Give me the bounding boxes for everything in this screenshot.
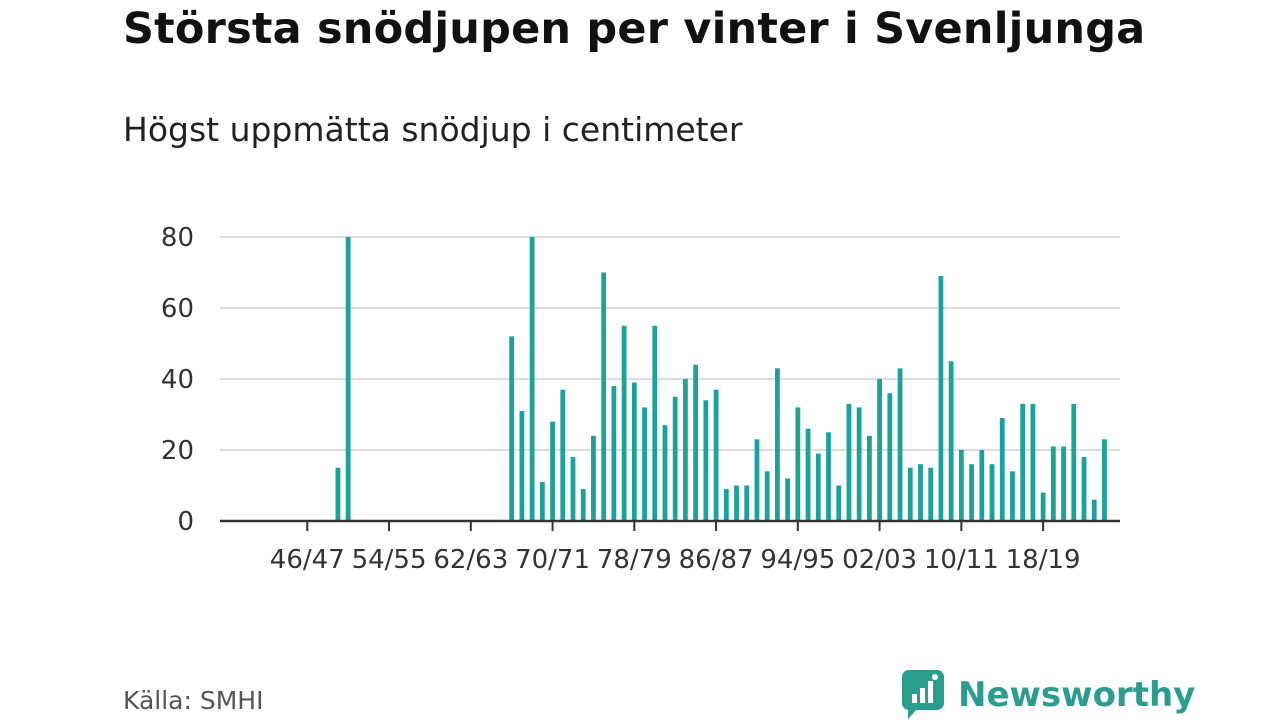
bar — [989, 464, 995, 521]
bar — [918, 464, 923, 521]
bar — [1030, 403, 1036, 521]
bar — [539, 481, 545, 521]
bar — [683, 379, 688, 521]
x-tick-label: 54/55 — [352, 545, 427, 575]
bar — [672, 396, 678, 521]
bar — [642, 407, 647, 521]
bar — [979, 450, 985, 521]
brand-logo: Newsworthy — [902, 670, 1195, 720]
bar — [948, 361, 954, 521]
bar — [631, 382, 637, 521]
bar — [1102, 439, 1107, 521]
x-tick-label: 10/11 — [924, 545, 999, 575]
bar — [877, 379, 882, 521]
bar — [785, 478, 791, 521]
x-tick-label: 02/03 — [842, 545, 917, 575]
bar — [775, 368, 780, 521]
bar — [1071, 403, 1077, 521]
bar — [335, 467, 341, 521]
newsworthy-logo-icon — [902, 670, 944, 719]
chart-subtitle: Högst uppmätta snödjup i centimeter — [123, 110, 743, 149]
bar — [754, 439, 760, 521]
bar — [795, 407, 801, 521]
bar — [856, 407, 862, 521]
y-tick-label: 20 — [161, 436, 194, 466]
bar — [836, 485, 842, 521]
bar — [621, 325, 627, 521]
x-tick-label: 70/71 — [515, 545, 590, 575]
bar — [999, 418, 1005, 521]
bar — [345, 237, 351, 521]
bar — [560, 389, 566, 521]
bar — [591, 435, 596, 521]
bar — [1040, 492, 1046, 521]
bar — [897, 368, 903, 521]
bar — [1050, 446, 1056, 521]
bar — [764, 471, 770, 521]
bar — [1010, 471, 1015, 521]
bar — [580, 489, 586, 521]
bar — [529, 237, 535, 521]
bar — [969, 464, 974, 521]
x-tick-label: 78/79 — [597, 545, 672, 575]
brand-name: Newsworthy — [958, 675, 1196, 715]
bar — [846, 403, 852, 521]
x-tick-label: 94/95 — [760, 545, 835, 575]
bar — [652, 325, 658, 521]
bar — [887, 393, 893, 521]
bar — [611, 386, 617, 521]
bar — [550, 421, 555, 521]
bar — [1020, 403, 1026, 521]
bar — [815, 453, 821, 521]
bar — [805, 428, 811, 521]
y-tick-label: 0 — [177, 507, 194, 537]
bar — [734, 485, 739, 521]
x-tick-label: 18/19 — [1006, 545, 1081, 575]
bar — [601, 272, 607, 521]
source-note: Källa: SMHI — [123, 686, 264, 715]
bar — [723, 489, 729, 521]
bar — [570, 457, 576, 521]
y-tick-label: 40 — [161, 365, 194, 395]
x-tick-label: 86/87 — [679, 545, 754, 575]
bar — [713, 389, 719, 521]
bar — [744, 485, 750, 521]
bar — [1091, 499, 1097, 521]
bar — [703, 400, 709, 521]
bar — [693, 364, 699, 521]
chart-title: Största snödjupen per vinter i Svenljung… — [123, 4, 1146, 54]
y-tick-label: 80 — [161, 223, 194, 253]
x-tick-label: 62/63 — [433, 545, 508, 575]
x-tick-label: 46/47 — [270, 545, 345, 575]
bar — [1061, 446, 1066, 521]
bar — [938, 276, 944, 521]
bar — [907, 467, 913, 521]
bar — [519, 410, 525, 521]
y-tick-label: 60 — [161, 294, 194, 324]
bar — [958, 450, 964, 521]
bar — [928, 467, 934, 521]
bar — [1081, 457, 1087, 521]
bar — [826, 432, 831, 521]
bar — [509, 336, 515, 521]
bar — [662, 425, 668, 521]
bar — [866, 435, 872, 521]
